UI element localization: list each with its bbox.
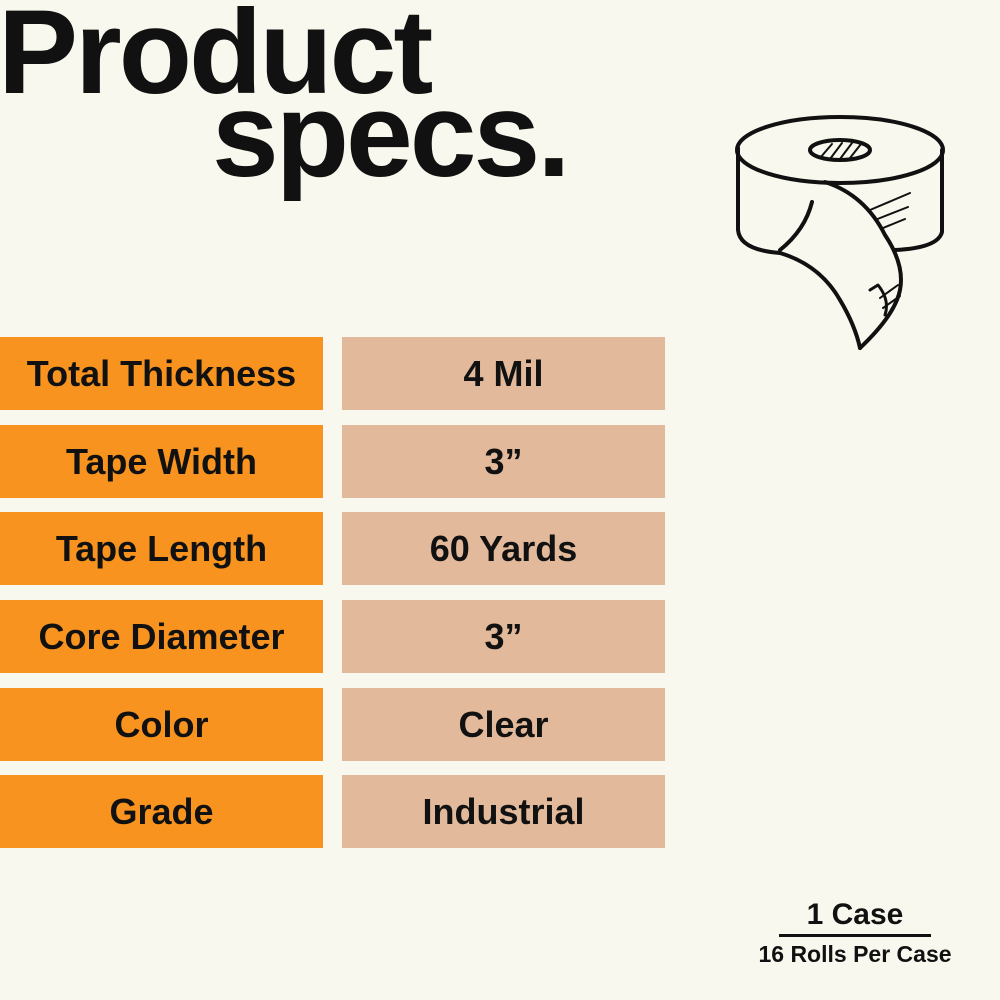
- spec-label: Grade: [0, 775, 323, 848]
- tape-roll-icon: [735, 115, 945, 350]
- spec-value: Clear: [342, 688, 665, 761]
- spec-row-core-diameter: Core Diameter 3”: [0, 600, 665, 673]
- spec-row-color: Color Clear: [0, 688, 665, 761]
- spec-row-total-thickness: Total Thickness 4 Mil: [0, 337, 665, 410]
- spec-label: Core Diameter: [0, 600, 323, 673]
- spec-label: Total Thickness: [0, 337, 323, 410]
- spec-value: 60 Yards: [342, 512, 665, 585]
- spec-value: Industrial: [342, 775, 665, 848]
- spec-row-tape-length: Tape Length 60 Yards: [0, 512, 665, 585]
- rolls-per-case: 16 Rolls Per Case: [758, 941, 952, 967]
- spec-label: Tape Width: [0, 425, 323, 498]
- spec-row-tape-width: Tape Width 3”: [0, 425, 665, 498]
- title-line-2: specs.: [212, 68, 571, 202]
- spec-label: Tape Length: [0, 512, 323, 585]
- spec-value: 4 Mil: [342, 337, 665, 410]
- spec-label: Color: [0, 688, 323, 761]
- title-line-1: Product: [0, 0, 433, 119]
- case-count: 1 Case: [778, 898, 932, 937]
- spec-row-grade: Grade Industrial: [0, 775, 665, 848]
- packaging-info: 1 Case 16 Rolls Per Case: [735, 898, 975, 968]
- spec-value: 3”: [342, 600, 665, 673]
- spec-value: 3”: [342, 425, 665, 498]
